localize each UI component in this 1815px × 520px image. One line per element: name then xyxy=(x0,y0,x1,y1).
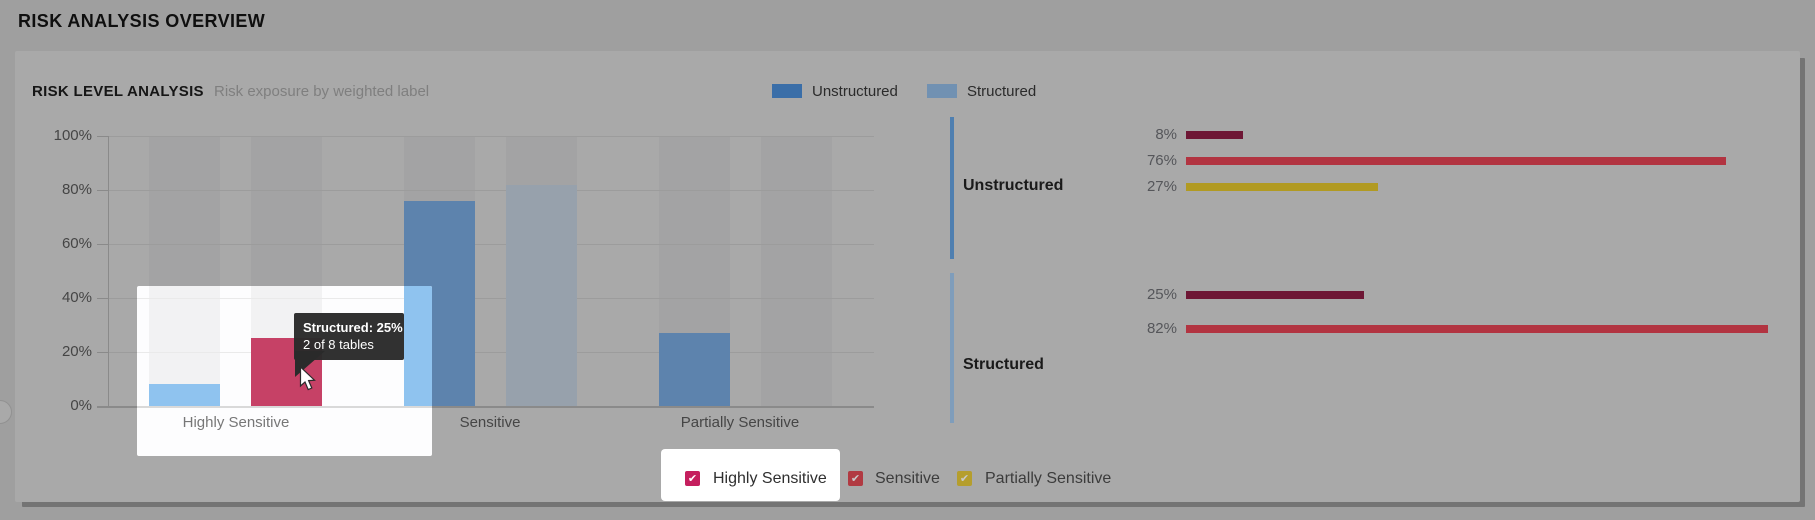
x-axis-label-sensitive: Sensitive xyxy=(400,414,432,431)
breakdown-pct-unstructured-sensitive: 76% xyxy=(1146,152,1177,169)
breakdown-group-label-unstructured: Unstructured xyxy=(963,177,1064,194)
risk-checkbox-highly-sensitive[interactable]: ✔ xyxy=(685,471,700,486)
risk-legend-label-sensitive[interactable]: Sensitive xyxy=(875,470,940,487)
y-axis-tick-label: 20% xyxy=(61,343,92,360)
y-axis-tick-label: 100% xyxy=(53,127,92,144)
x-axis-label-highly-sensitive: Highly Sensitive xyxy=(182,414,290,431)
breakdown-bar-unstructured-highly-sensitive xyxy=(1186,131,1243,139)
breakdown-pct-unstructured-highly-sensitive: 8% xyxy=(1155,126,1177,143)
drawer-handle[interactable] xyxy=(0,400,12,424)
y-axis-line xyxy=(108,136,109,407)
chart-tooltip: Structured: 25% 2 of 8 tables xyxy=(294,313,404,360)
risk-checkbox-partially-sensitive[interactable]: ✔ xyxy=(957,471,972,486)
x-axis-label-sensitive: Sensitive xyxy=(459,414,521,431)
risk-checkbox-sensitive[interactable]: ✔ xyxy=(848,471,863,486)
mouse-cursor-icon xyxy=(299,366,316,391)
gridline xyxy=(109,352,874,353)
legend-swatch-unstructured xyxy=(772,84,802,98)
tooltip-detail: 2 of 8 tables xyxy=(303,337,374,352)
gridline xyxy=(109,298,874,299)
tooltip-title: Structured: 25% xyxy=(303,320,403,335)
legend-label-structured[interactable]: Structured xyxy=(967,83,1037,100)
gridline xyxy=(109,190,874,191)
card-subtitle: Risk exposure by weighted label xyxy=(214,83,430,100)
legend-swatch-structured xyxy=(927,84,957,98)
gridline xyxy=(109,244,874,245)
breakdown-bar-structured-sensitive xyxy=(1186,325,1768,333)
gridline xyxy=(109,136,874,137)
y-axis-tick xyxy=(97,136,108,137)
bar-unstructured-sensitive[interactable] xyxy=(404,286,432,406)
breakdown-bar-structured-highly-sensitive xyxy=(1186,291,1364,299)
y-axis-tick-label: 40% xyxy=(61,289,92,306)
y-axis-tick xyxy=(97,406,108,407)
legend-label-unstructured[interactable]: Unstructured xyxy=(812,83,898,100)
x-axis-line xyxy=(97,406,874,408)
y-axis-tick xyxy=(97,298,108,299)
x-axis-label-partially-sensitive: Partially Sensitive xyxy=(680,414,800,431)
card-title: RISK LEVEL ANALYSIS xyxy=(32,83,204,100)
y-axis-tick-label: 80% xyxy=(61,181,92,198)
breakdown-group-label-structured: Structured xyxy=(963,356,1044,373)
y-axis-tick-label: 0% xyxy=(70,397,92,414)
page-title: RISK ANALYSIS OVERVIEW xyxy=(18,11,266,31)
risk-legend-label-partially-sensitive[interactable]: Partially Sensitive xyxy=(985,470,1112,487)
breakdown-pct-unstructured-partially-sensitive: 27% xyxy=(1146,178,1177,195)
y-axis-tick xyxy=(97,352,108,353)
bar-unstructured-highly-sensitive[interactable] xyxy=(149,384,220,406)
y-axis-tick-label: 60% xyxy=(61,235,92,252)
breakdown-accent-unstructured xyxy=(950,117,954,259)
y-axis-tick xyxy=(97,244,108,245)
y-axis-tick xyxy=(97,190,108,191)
breakdown-accent-structured xyxy=(950,273,954,423)
tour-spotlight-chart: Highly SensitiveSensitivePartially Sensi… xyxy=(137,286,432,456)
breakdown-pct-structured-highly-sensitive: 25% xyxy=(1146,286,1177,303)
risk-legend-label-highly-sensitive[interactable]: Highly Sensitive xyxy=(713,470,827,487)
breakdown-bar-unstructured-partially-sensitive xyxy=(1186,183,1378,191)
x-axis-line xyxy=(137,406,432,408)
gridline xyxy=(137,298,432,299)
breakdown-pct-structured-sensitive: 82% xyxy=(1146,320,1177,337)
breakdown-bar-unstructured-sensitive xyxy=(1186,157,1726,165)
bar-unstructured-partially-sensitive[interactable] xyxy=(659,333,730,406)
chart-band xyxy=(761,136,832,406)
bar-structured-sensitive[interactable] xyxy=(506,185,577,406)
